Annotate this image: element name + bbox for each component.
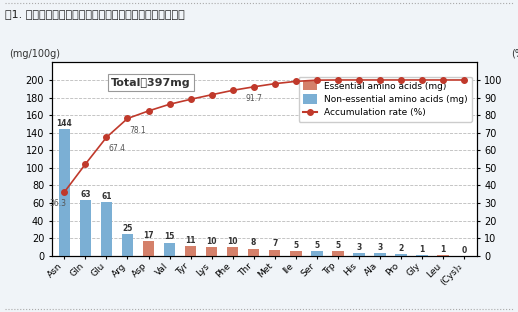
- Text: (%): (%): [511, 49, 518, 59]
- Text: 0: 0: [462, 246, 467, 255]
- Text: 144: 144: [56, 119, 73, 128]
- Bar: [395, 254, 407, 256]
- Bar: [311, 251, 323, 256]
- Text: 図1. ジャガイモ（トヨシロ）塊茎中の遊離アミノ酸含有量: 図1. ジャガイモ（トヨシロ）塊茎中の遊離アミノ酸含有量: [5, 9, 185, 19]
- Bar: [122, 234, 133, 256]
- Text: 8: 8: [251, 238, 256, 247]
- Bar: [269, 250, 280, 256]
- Bar: [100, 202, 112, 256]
- Text: 63: 63: [80, 190, 91, 199]
- Bar: [290, 251, 301, 256]
- Text: 78.1: 78.1: [130, 125, 147, 134]
- Text: 61: 61: [101, 192, 112, 201]
- Bar: [227, 247, 238, 256]
- Text: 2: 2: [398, 244, 404, 253]
- Text: 7: 7: [272, 239, 277, 248]
- Bar: [143, 241, 154, 256]
- Bar: [353, 253, 365, 256]
- Bar: [80, 200, 91, 256]
- Bar: [164, 243, 175, 256]
- Bar: [206, 247, 218, 256]
- Text: 91.7: 91.7: [245, 94, 262, 103]
- Text: 11: 11: [185, 236, 196, 245]
- Text: 5: 5: [293, 241, 298, 250]
- Bar: [332, 251, 343, 256]
- Text: 15: 15: [164, 232, 175, 241]
- Text: 67.4: 67.4: [108, 144, 125, 154]
- Text: 3: 3: [377, 243, 382, 252]
- Text: 5: 5: [314, 241, 319, 250]
- Text: 17: 17: [143, 231, 154, 240]
- Text: 1: 1: [419, 245, 425, 254]
- Text: 36.3: 36.3: [50, 199, 67, 208]
- Bar: [437, 255, 449, 256]
- Text: Total：397mg: Total：397mg: [111, 78, 191, 88]
- Bar: [248, 249, 260, 256]
- Bar: [59, 129, 70, 256]
- Text: 5: 5: [335, 241, 340, 250]
- Text: 10: 10: [206, 237, 217, 246]
- Legend: Essential amino acids (mg), Non-essential amino acids (mg), Accumulation rate (%: Essential amino acids (mg), Non-essentia…: [299, 76, 472, 122]
- Text: (mg/100g): (mg/100g): [9, 49, 60, 59]
- Bar: [374, 253, 385, 256]
- Text: 25: 25: [122, 223, 133, 232]
- Bar: [185, 246, 196, 256]
- Text: 3: 3: [356, 243, 362, 252]
- Text: 1: 1: [440, 245, 445, 254]
- Text: 10: 10: [227, 237, 238, 246]
- Bar: [416, 255, 428, 256]
